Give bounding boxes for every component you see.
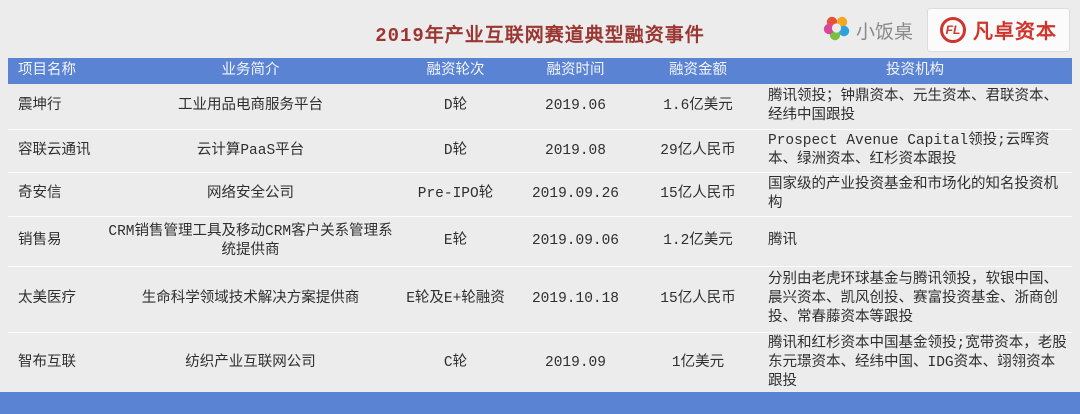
cell-round: D轮: [398, 130, 513, 173]
table-row: 太美医疗 生命科学领域技术解决方案提供商 E轮及E+轮融资 2019.10.18…: [8, 267, 1072, 333]
fl-monogram-icon: FL: [940, 17, 966, 43]
cell-date: 2019.06: [513, 84, 638, 130]
brand-xiaofanzhuo: 小饭桌: [823, 14, 913, 47]
cell-business-desc: 网络安全公司: [103, 173, 398, 217]
cell-round: Pre-IPO轮: [398, 173, 513, 217]
cell-project-name: 销售易: [8, 217, 103, 267]
cell-investors: 腾讯: [758, 217, 1072, 267]
table-row: 震坤行 工业用品电商服务平台 D轮 2019.06 1.6亿美元 腾讯领投；钟鼎…: [8, 84, 1072, 130]
cell-investors: 分别由老虎环球基金与腾讯领投，软银中国、晨兴资本、凯风创投、赛富投资基金、浙商创…: [758, 267, 1072, 333]
brand-xiaofanzhuo-label: 小饭桌: [855, 21, 913, 43]
header-project-name: 项目名称: [18, 62, 76, 79]
cell-round: D轮: [398, 84, 513, 130]
financing-table: 项目名称 业务简介 融资轮次 融资时间 融资金额 投资机构 震坤行 工业用品电商…: [8, 58, 1072, 391]
cell-investors: 国家级的产业投资基金和市场化的知名投资机构: [758, 173, 1072, 217]
cell-round: E轮: [398, 217, 513, 267]
header-round: 融资轮次: [426, 62, 485, 79]
brand-logos: 小饭桌 FL 凡卓资本: [823, 8, 1070, 52]
cell-project-name: 震坤行: [8, 84, 103, 130]
cell-project-name: 太美医疗: [8, 267, 103, 333]
cell-business-desc: 工业用品电商服务平台: [103, 84, 398, 130]
table-row: 销售易 CRM销售管理工具及移动CRM客户关系管理系统提供商 E轮 2019.0…: [8, 217, 1072, 267]
cell-project-name: 奇安信: [8, 173, 103, 217]
cell-date: 2019.09: [545, 355, 606, 371]
table-row: 智布互联 纺织产业互联网公司 C轮 2019.09 1亿美元 腾讯和红杉资本中国…: [8, 333, 1072, 391]
cell-date: 2019.09.06: [513, 217, 638, 267]
cell-business-desc: 生命科学领域技术解决方案提供商: [103, 267, 398, 333]
table-row: 奇安信 网络安全公司 Pre-IPO轮 2019.09.26 15亿人民币 国家…: [8, 173, 1072, 217]
cell-date: 2019.09.26: [513, 173, 638, 217]
bottom-accent-bar: [0, 392, 1080, 414]
cell-amount: 15亿人民币: [638, 173, 758, 217]
table-row: 容联云通讯 云计算PaaS平台 D轮 2019.08 29亿人民币 Prospe…: [8, 130, 1072, 173]
header-amount: 融资金额: [669, 62, 727, 79]
header-business-desc: 业务简介: [221, 62, 280, 79]
cell-project-name: 容联云通讯: [8, 130, 103, 173]
cell-investors: Prospect Avenue Capital领投;云晖资本、绿洲资本、红杉资本…: [758, 130, 1072, 173]
header-date: 融资时间: [546, 62, 605, 79]
cell-round: E轮及E+轮融资: [398, 267, 513, 333]
header-investors: 投资机构: [886, 62, 944, 79]
cell-amount: 1亿美元: [671, 355, 725, 371]
cell-amount: 1.6亿美元: [638, 84, 758, 130]
table-header-row: 项目名称 业务简介 融资轮次 融资时间 融资金额 投资机构: [8, 58, 1072, 84]
cell-amount: 1.2亿美元: [638, 217, 758, 267]
cell-investors: 腾讯和红杉资本中国基金领投;宽带资本，老股东元璟资本、经纬中国、IDG资本、翊翎…: [768, 336, 1067, 390]
cell-business-desc: 云计算PaaS平台: [103, 130, 398, 173]
brand-fanzhuo-label: 凡卓资本: [973, 22, 1057, 45]
pinwheel-icon: [823, 14, 851, 47]
cell-date: 2019.08: [513, 130, 638, 173]
cell-business-desc: CRM销售管理工具及移动CRM客户关系管理系统提供商: [103, 217, 398, 267]
cell-amount: 15亿人民币: [638, 267, 758, 333]
cell-round: C轮: [443, 355, 468, 371]
cell-date: 2019.10.18: [513, 267, 638, 333]
table-body: 震坤行 工业用品电商服务平台 D轮 2019.06 1.6亿美元 腾讯领投；钟鼎…: [8, 84, 1072, 391]
cell-business-desc: 纺织产业互联网公司: [185, 355, 316, 371]
page-title: 2019年产业互联网赛道典型融资事件: [375, 25, 705, 47]
cell-project-name: 智布互联: [18, 355, 76, 371]
cell-amount: 29亿人民币: [638, 130, 758, 173]
cell-investors: 腾讯领投；钟鼎资本、元生资本、君联资本、经纬中国跟投: [758, 84, 1072, 130]
top-bar: 2019年产业互联网赛道典型融资事件 小饭桌 FL 凡卓资本: [0, 0, 1080, 58]
brand-fanzhuo-capital: FL 凡卓资本: [927, 8, 1070, 52]
